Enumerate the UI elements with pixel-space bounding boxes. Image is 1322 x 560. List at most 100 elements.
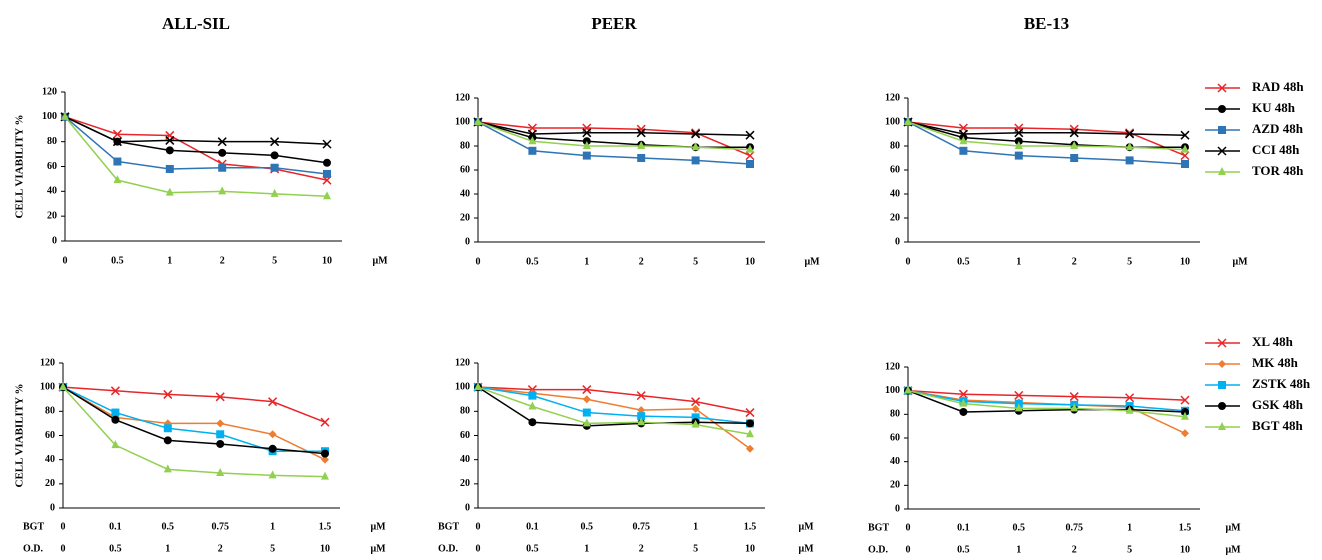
y-tick-label: 120 (455, 92, 470, 103)
marker (1014, 128, 1024, 138)
marker (528, 391, 537, 400)
y-tick-label: 20 (890, 212, 900, 223)
marker (322, 139, 332, 149)
x-tick-label: 0.1 (526, 521, 539, 532)
marker (637, 412, 646, 421)
y-tick-label: 0 (52, 235, 57, 246)
marker (691, 129, 701, 139)
x-tick-label: 0.5 (109, 543, 122, 554)
series-line (907, 389, 1186, 418)
legend-label: KU 48h (1252, 100, 1296, 115)
marker (1218, 167, 1226, 175)
y-tick-label: 40 (460, 188, 470, 199)
marker (1218, 402, 1226, 410)
marker (1218, 126, 1226, 134)
y-tick-label: 0 (465, 502, 470, 513)
x-tick-label: 5 (1127, 256, 1132, 267)
x-tick-label: 0.1 (957, 522, 970, 533)
x-tick-label: 1 (584, 256, 589, 267)
marker (636, 124, 646, 134)
x-tick-label: 1 (1016, 256, 1021, 267)
y-tick-label: 100 (42, 111, 57, 122)
marker (1070, 141, 1079, 149)
marker (1218, 422, 1226, 430)
marker (959, 407, 968, 416)
x-tick-label: 0.5 (162, 521, 175, 532)
marker (218, 163, 227, 172)
marker (745, 130, 755, 140)
series-line (907, 121, 1186, 151)
marker (1217, 146, 1227, 156)
y-tick-label: 0 (895, 236, 900, 247)
marker (636, 391, 646, 401)
x-tick-label: 10 (745, 256, 755, 267)
marker (165, 164, 174, 173)
marker (582, 418, 591, 427)
x-tick-label: 10 (320, 543, 330, 554)
legend-label: TOR 48h (1252, 163, 1304, 178)
x-tick-label: 0.5 (1013, 522, 1026, 533)
y-tick-label: 100 (455, 381, 470, 392)
marker (1014, 390, 1024, 400)
marker (163, 389, 173, 399)
marker (163, 424, 172, 433)
marker (321, 449, 329, 458)
x-tick-label: 5 (270, 543, 275, 554)
legend-label: AZD 48h (1252, 121, 1304, 136)
series-line (907, 389, 1186, 401)
y-tick-label: 80 (45, 406, 55, 417)
legend-label: XL 48h (1252, 334, 1294, 349)
series-line (907, 389, 1186, 413)
marker (216, 419, 225, 428)
y-tick-label: 120 (885, 92, 900, 103)
series-line (477, 121, 751, 165)
marker (1181, 160, 1189, 168)
series-line (64, 116, 328, 175)
marker (111, 408, 120, 417)
marker (1125, 142, 1134, 151)
series-line (477, 386, 751, 414)
series-line (64, 116, 328, 198)
x-unit: μM (370, 521, 386, 532)
marker (637, 417, 646, 426)
x-unit: μM (370, 543, 386, 554)
marker (1125, 405, 1134, 414)
marker (268, 444, 277, 453)
x-tick-label: 0 (906, 544, 911, 555)
series-line (64, 116, 328, 181)
x-tick-label: 10 (1180, 256, 1190, 267)
y-tick-label: 120 (885, 361, 900, 372)
series-line (477, 386, 751, 425)
legend-label: GSK 48h (1252, 397, 1304, 412)
y-axis-label: CELL VIABILITY % (14, 384, 26, 488)
series-line (477, 386, 751, 450)
marker (746, 444, 754, 453)
marker (958, 129, 968, 139)
marker (270, 137, 280, 147)
marker (958, 389, 968, 399)
marker (1180, 151, 1190, 161)
y-tick-label: 60 (460, 430, 470, 441)
series-line (907, 389, 1186, 412)
marker (582, 385, 592, 395)
marker (582, 395, 591, 404)
x-tick-label: 0.5 (526, 543, 539, 554)
marker (61, 111, 69, 120)
marker (165, 146, 174, 155)
x-tick-label: 0.5 (957, 256, 970, 267)
marker (528, 418, 537, 427)
marker (959, 136, 968, 145)
x-row-label: BGT (438, 521, 459, 532)
y-tick-label: 60 (890, 164, 900, 175)
marker (59, 382, 67, 391)
x-tick-label: 0 (906, 522, 911, 533)
marker (320, 417, 330, 427)
marker (527, 129, 537, 139)
marker (691, 419, 700, 428)
marker (1014, 151, 1023, 160)
marker (1014, 403, 1023, 412)
marker (1125, 129, 1135, 139)
marker (1014, 141, 1023, 149)
x-unit: μM (804, 256, 820, 267)
marker (746, 160, 754, 168)
